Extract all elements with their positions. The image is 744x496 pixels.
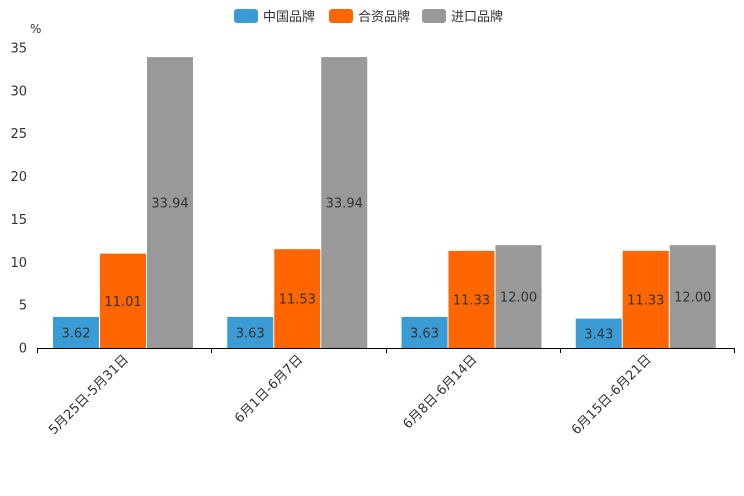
data-label: 33.94 (151, 197, 188, 212)
legend-swatch-2[interactable] (329, 9, 353, 23)
legend: 中国品牌 合资品牌 进口品牌 (234, 9, 503, 25)
y-tick-label: 20 (10, 170, 27, 185)
legend-label-3[interactable]: 进口品牌 (451, 9, 503, 25)
x-tick-label: 6月1日-6月7日 (232, 352, 306, 426)
bar-3-4[interactable] (669, 245, 716, 348)
y-axis-unit-label: % (30, 22, 41, 36)
bar-1-3[interactable] (401, 316, 448, 348)
bar-2-3[interactable] (448, 250, 495, 348)
legend-swatch-1[interactable] (234, 9, 258, 23)
data-labels: 3.62 3.63 3.63 3.43 11.01 11.53 11.33 11.33 33.9… (62, 197, 712, 343)
data-label: 3.43 (584, 327, 613, 342)
bar-3-1[interactable] (147, 57, 193, 348)
data-label: 12.00 (500, 291, 537, 306)
legend-label-2[interactable]: 合资品牌 (358, 9, 410, 25)
bar-2-4[interactable] (622, 250, 669, 348)
data-label: 3.63 (236, 326, 265, 341)
bars (53, 57, 716, 348)
bar-3-2[interactable] (321, 57, 368, 348)
data-label: 11.01 (104, 295, 141, 310)
data-label: 11.33 (627, 293, 664, 308)
bar-3-3[interactable] (495, 245, 542, 348)
y-tick-label: 30 (10, 84, 27, 99)
bar-1-2[interactable] (227, 316, 274, 348)
data-label: 12.00 (674, 291, 711, 306)
y-tick-label: 15 (10, 213, 27, 228)
legend-swatch-3[interactable] (422, 9, 446, 23)
legend-label-1[interactable]: 中国品牌 (263, 9, 315, 25)
x-tick-label: 5月25日-5月31日 (46, 352, 132, 438)
y-tick-label: 25 (10, 127, 27, 142)
bar-1-1[interactable] (53, 316, 99, 348)
bar-2-1[interactable] (100, 253, 146, 348)
data-label: 3.62 (62, 326, 91, 341)
x-axis: 5月25日-5月31日 6月1日-6月7日 6月8日-6月14日 6月15日-6月21… (37, 348, 735, 438)
x-tick-label: 6月8日-6月14日 (401, 352, 481, 432)
data-label: 11.53 (279, 293, 316, 308)
y-tick-label: 10 (10, 256, 27, 271)
y-tick-label: 35 (10, 42, 27, 57)
data-label: 11.33 (453, 293, 490, 308)
y-tick-label: 0 (19, 342, 27, 357)
data-label: 33.94 (326, 197, 363, 212)
bar-2-2[interactable] (274, 249, 321, 348)
y-axis: 0 5 10 15 20 25 30 35 (10, 42, 27, 357)
data-label: 3.63 (410, 326, 439, 341)
x-tick-label: 6月15日-6月21日 (569, 352, 655, 438)
bar-1-4[interactable] (575, 318, 622, 348)
y-tick-label: 5 (19, 299, 27, 314)
